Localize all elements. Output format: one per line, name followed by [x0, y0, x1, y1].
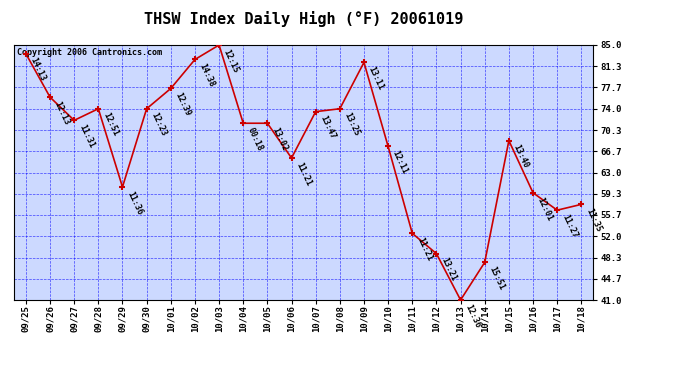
Text: 14:13: 14:13 — [29, 57, 48, 83]
Text: 11:36: 11:36 — [126, 190, 144, 216]
Text: 11:31: 11:31 — [77, 123, 96, 150]
Text: 14:38: 14:38 — [198, 62, 217, 89]
Text: 12:23: 12:23 — [150, 111, 168, 138]
Text: 13:47: 13:47 — [319, 114, 337, 141]
Text: 12:11: 12:11 — [391, 149, 410, 176]
Text: 11:27: 11:27 — [560, 213, 579, 239]
Text: 11:35: 11:35 — [584, 207, 603, 234]
Text: 11:21: 11:21 — [415, 236, 434, 262]
Text: 12:39: 12:39 — [174, 91, 193, 118]
Text: 00:18: 00:18 — [246, 126, 265, 153]
Text: 12:01: 12:01 — [536, 195, 555, 222]
Text: 13:21: 13:21 — [440, 256, 458, 283]
Text: 13:40: 13:40 — [512, 143, 531, 170]
Text: 11:21: 11:21 — [295, 161, 313, 187]
Text: 13:25: 13:25 — [343, 111, 362, 138]
Text: 13:11: 13:11 — [367, 65, 386, 92]
Text: 12:15: 12:15 — [222, 48, 241, 74]
Text: 12:51: 12:51 — [101, 111, 120, 138]
Text: 15:51: 15:51 — [488, 265, 506, 292]
Text: 13:02: 13:02 — [270, 126, 289, 153]
Text: THSW Index Daily High (°F) 20061019: THSW Index Daily High (°F) 20061019 — [144, 11, 463, 27]
Text: 12:13: 12:13 — [53, 100, 72, 126]
Text: Copyright 2006 Cantronics.com: Copyright 2006 Cantronics.com — [17, 48, 161, 57]
Text: 12:36: 12:36 — [464, 303, 482, 329]
